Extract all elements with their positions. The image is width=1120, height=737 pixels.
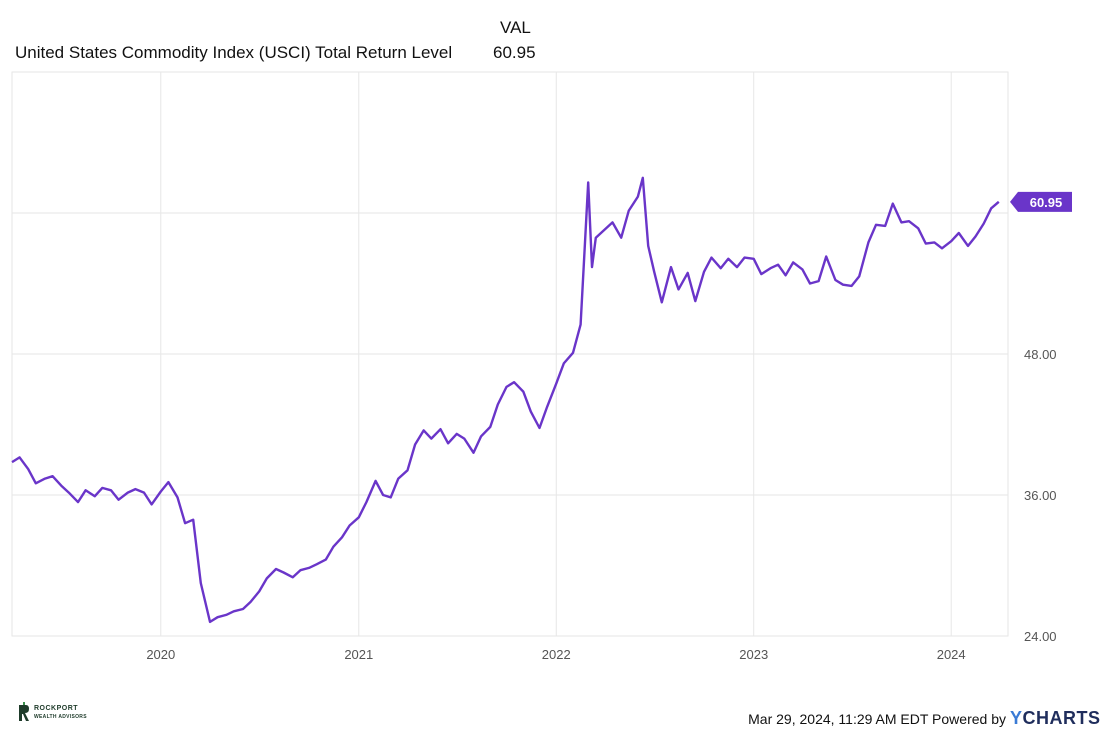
x-tick-label: 2020 <box>146 647 175 662</box>
last-value-label: 60.95 <box>1030 195 1063 210</box>
y-tick-label: 24.00 <box>1024 629 1057 644</box>
legend-series-value: 60.95 <box>493 43 536 62</box>
y-tick-label: 48.00 <box>1024 347 1057 362</box>
ycharts-logo[interactable]: YCHARTS <box>1010 708 1101 729</box>
x-tick-label: 2023 <box>739 647 768 662</box>
legend-column-header: VAL <box>500 18 531 37</box>
x-tick-label: 2022 <box>542 647 571 662</box>
footer-timestamp: Mar 29, 2024, 11:29 AM EDT Powered by <box>748 711 1006 727</box>
x-tick-label: 2021 <box>344 647 373 662</box>
series-line <box>11 176 1000 624</box>
rockport-logo-icon <box>19 702 29 721</box>
legend-series-name[interactable]: United States Commodity Index (USCI) Tot… <box>15 43 453 62</box>
ycharts-logo-y: Y <box>1010 708 1023 728</box>
logo-text: ROCKPORT <box>34 705 79 712</box>
legend: VAL United States Commodity Index (USCI)… <box>0 0 560 70</box>
ycharts-logo-text: CHARTS <box>1022 708 1101 728</box>
last-value-badge <box>1010 191 1072 212</box>
rockport-logo: ROCKPORT WEALTH ADVISORS <box>18 700 88 728</box>
x-tick-label: 2024 <box>937 647 966 662</box>
y-tick-label: 36.00 <box>1024 488 1057 503</box>
logo-subtext: WEALTH ADVISORS <box>34 714 87 720</box>
